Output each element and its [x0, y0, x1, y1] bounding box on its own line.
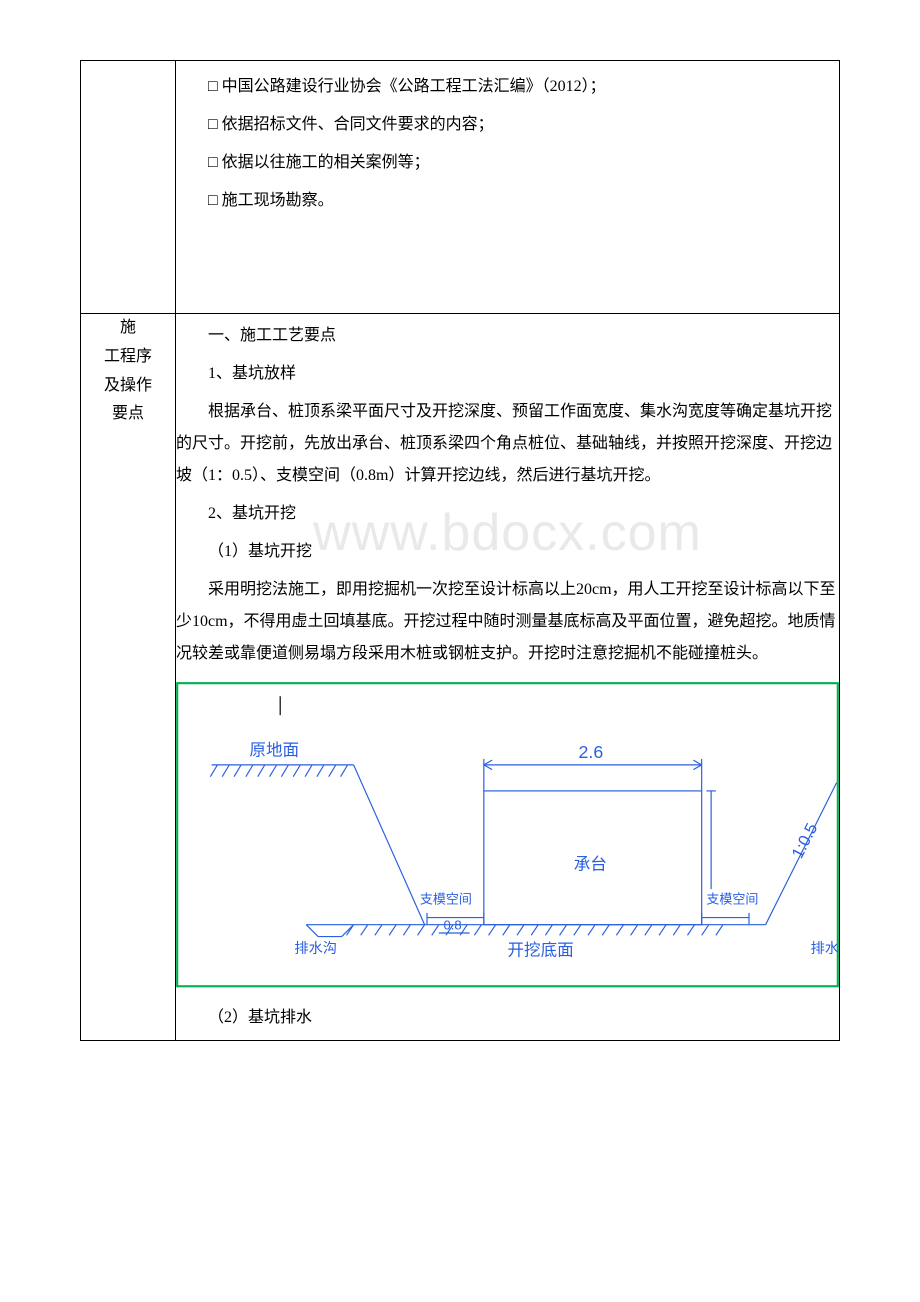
section-2-sub2: （2）基坑排水	[176, 1002, 839, 1034]
label-line-4: 要点	[81, 400, 175, 429]
svg-text:排水: 排水	[811, 941, 839, 957]
section-2-sub1: （1）基坑开挖	[176, 536, 839, 568]
procedure-label-cell: 施 工程序 及操作 要点	[81, 314, 176, 1041]
section-1-body: 根据承台、桩顶系梁平面尺寸及开挖深度、预留工作面宽度、集水沟宽度等确定基坑开挖的…	[176, 396, 839, 492]
label-line-3: 及操作	[81, 372, 175, 401]
svg-text:0.8: 0.8	[444, 917, 462, 932]
svg-text:2.6: 2.6	[579, 742, 604, 762]
procedure-row: 施 工程序 及操作 要点 一、施工工艺要点 1、基坑放样 根据承台、桩顶系梁平面…	[81, 314, 840, 1041]
section-1-title: 1、基坑放样	[176, 358, 839, 390]
svg-text:承台: 承台	[574, 855, 607, 874]
references-label-cell	[81, 61, 176, 314]
ref-line-1: □ 中国公路建设行业协会《公路工程工法汇编》（2012）；	[176, 71, 839, 103]
svg-text:开挖底面: 开挖底面	[507, 940, 573, 959]
diagram-svg: 原地面承台 2.6 支模空间 0.8 支模空间 1:0.5 排水沟 排水 开挖底面	[176, 682, 839, 990]
document-table: □ 中国公路建设行业协会《公路工程工法汇编》（2012）； □ 依据招标文件、合…	[80, 60, 840, 1041]
section-2-body: 采用明挖法施工，即用挖掘机一次挖至设计标高以上20cm，用人工开挖至设计标高以下…	[176, 574, 839, 670]
svg-text:原地面: 原地面	[249, 740, 299, 759]
label-line-1: 施	[81, 314, 175, 343]
watermark-text: www.bdocx.com	[313, 481, 702, 585]
label-line-2: 工程序	[81, 343, 175, 372]
references-content: □ 中国公路建设行业协会《公路工程工法汇编》（2012）； □ 依据招标文件、合…	[176, 61, 840, 314]
heading-1: 一、施工工艺要点	[176, 320, 839, 352]
ref-line-4: □ 施工现场勘察。	[176, 185, 839, 217]
svg-text:1:0.5: 1:0.5	[788, 820, 822, 861]
references-row: □ 中国公路建设行业协会《公路工程工法汇编》（2012）； □ 依据招标文件、合…	[81, 61, 840, 314]
svg-text:支模空间: 支模空间	[706, 891, 758, 906]
procedure-content: 一、施工工艺要点 1、基坑放样 根据承台、桩顶系梁平面尺寸及开挖深度、预留工作面…	[176, 314, 840, 1041]
ref-line-3: □ 依据以往施工的相关案例等；	[176, 147, 839, 179]
section-2-title: 2、基坑开挖	[176, 498, 839, 530]
ref-line-2: □ 依据招标文件、合同文件要求的内容；	[176, 109, 839, 141]
excavation-diagram: 原地面承台 2.6 支模空间 0.8 支模空间 1:0.5 排水沟 排水 开挖底面	[176, 676, 839, 996]
svg-text:支模空间: 支模空间	[420, 891, 472, 906]
svg-text:排水沟: 排水沟	[294, 941, 337, 957]
